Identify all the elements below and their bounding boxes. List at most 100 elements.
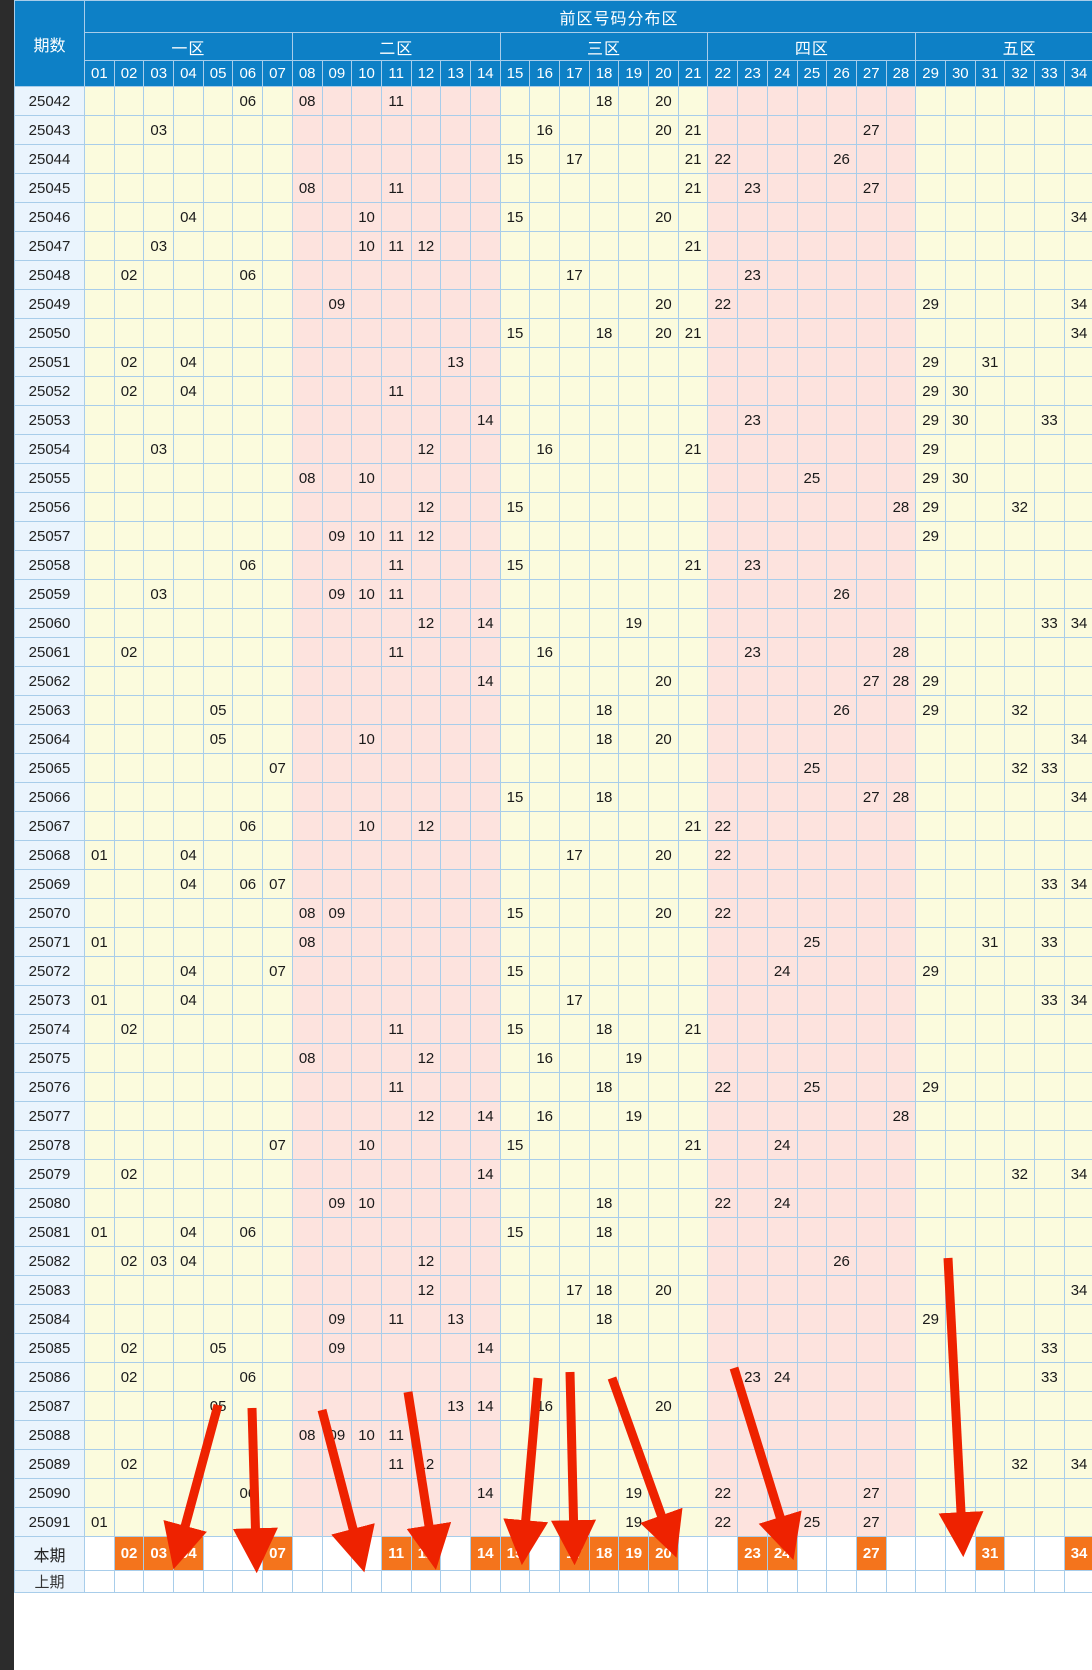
period-label[interactable]: 25075 (14, 1043, 85, 1073)
period-label[interactable]: 25081 (14, 1217, 85, 1247)
period-label[interactable]: 25056 (14, 492, 85, 522)
period-label[interactable]: 25051 (14, 347, 85, 377)
period-label[interactable]: 25087 (14, 1391, 85, 1421)
number-header-30[interactable]: 30 (944, 60, 976, 87)
number-header-08[interactable]: 08 (291, 60, 323, 87)
cell-25046-24 (766, 202, 798, 232)
cell-25056-29: 29 (915, 492, 946, 522)
number-header-13[interactable]: 13 (440, 60, 471, 87)
number-header-29[interactable]: 29 (915, 60, 946, 87)
period-label[interactable]: 25065 (14, 753, 85, 783)
period-label[interactable]: 25069 (14, 869, 85, 899)
number-header-22[interactable]: 22 (707, 60, 739, 87)
number-header-07[interactable]: 07 (262, 60, 293, 87)
number-header-26[interactable]: 26 (826, 60, 857, 87)
period-label[interactable]: 25077 (14, 1101, 85, 1131)
number-header-16[interactable]: 16 (529, 60, 560, 87)
cell-25051-15 (499, 347, 531, 377)
cell-25072-02 (113, 956, 145, 986)
period-label[interactable]: 25090 (14, 1478, 85, 1508)
cell-25050-16 (529, 318, 560, 348)
number-header-11[interactable]: 11 (380, 60, 412, 87)
period-label[interactable]: 25079 (14, 1159, 85, 1189)
next-cell-31 (974, 1570, 1006, 1593)
period-label[interactable]: 25067 (14, 811, 85, 841)
period-label[interactable]: 25071 (14, 927, 85, 957)
period-label[interactable]: 25085 (14, 1333, 85, 1363)
period-label[interactable]: 25064 (14, 724, 85, 754)
period-label[interactable]: 25070 (14, 898, 85, 928)
number-header-34[interactable]: 34 (1063, 60, 1092, 87)
number-header-06[interactable]: 06 (232, 60, 264, 87)
period-label[interactable]: 25080 (14, 1188, 85, 1218)
period-label[interactable]: 25089 (14, 1449, 85, 1479)
period-label[interactable]: 25074 (14, 1014, 85, 1044)
period-label[interactable]: 25049 (14, 289, 85, 319)
period-label[interactable]: 25050 (14, 318, 85, 348)
number-header-05[interactable]: 05 (202, 60, 234, 87)
period-label[interactable]: 25088 (14, 1420, 85, 1450)
period-label[interactable]: 25091 (14, 1507, 85, 1537)
period-label[interactable]: 25054 (14, 434, 85, 464)
number-header-32[interactable]: 32 (1004, 60, 1035, 87)
number-header-20[interactable]: 20 (648, 60, 679, 87)
period-label[interactable]: 25057 (14, 521, 85, 551)
period-label[interactable]: 25082 (14, 1246, 85, 1276)
cell-25087-01 (84, 1391, 115, 1421)
number-header-10[interactable]: 10 (351, 60, 382, 87)
number-header-12[interactable]: 12 (410, 60, 442, 87)
number-header-24[interactable]: 24 (766, 60, 798, 87)
period-label[interactable]: 25048 (14, 260, 85, 290)
period-label[interactable]: 25076 (14, 1072, 85, 1102)
period-label[interactable]: 25073 (14, 985, 85, 1015)
number-header-27[interactable]: 27 (855, 60, 887, 87)
number-header-03[interactable]: 03 (143, 60, 175, 87)
period-label[interactable]: 25066 (14, 782, 85, 812)
number-header-23[interactable]: 23 (737, 60, 768, 87)
number-header-21[interactable]: 21 (677, 60, 709, 87)
period-label[interactable]: 25083 (14, 1275, 85, 1305)
number-header-14[interactable]: 14 (469, 60, 501, 87)
period-label[interactable]: 25062 (14, 666, 85, 696)
cell-25091-23 (737, 1507, 768, 1537)
number-header-09[interactable]: 09 (321, 60, 353, 87)
number-header-17[interactable]: 17 (559, 60, 590, 87)
period-label[interactable]: 25052 (14, 376, 85, 406)
next-cell-16 (529, 1570, 560, 1593)
number-header-18[interactable]: 18 (588, 60, 620, 87)
period-label[interactable]: 25072 (14, 956, 85, 986)
number-header-02[interactable]: 02 (113, 60, 145, 87)
number-header-19[interactable]: 19 (618, 60, 650, 87)
number-header-25[interactable]: 25 (796, 60, 828, 87)
period-label[interactable]: 25044 (14, 144, 85, 174)
distribution-table-scroll-area[interactable]: 期数 前区号码分布区 一区 二区 三区 四区 五区 01 02 03 04 05 06 07 08 09… (14, 0, 1092, 1670)
cell-25065-28 (885, 753, 917, 783)
number-header-15[interactable]: 15 (499, 60, 531, 87)
period-label[interactable]: 25055 (14, 463, 85, 493)
number-header-33[interactable]: 33 (1034, 60, 1065, 87)
period-label[interactable]: 25046 (14, 202, 85, 232)
period-label[interactable]: 25058 (14, 550, 85, 580)
period-label[interactable]: 25042 (14, 86, 85, 116)
period-label[interactable]: 25047 (14, 231, 85, 261)
number-header-01[interactable]: 01 (84, 60, 115, 87)
number-header-28[interactable]: 28 (885, 60, 917, 87)
cell-25076-24 (766, 1072, 798, 1102)
number-header-31[interactable]: 31 (974, 60, 1006, 87)
period-label[interactable]: 25063 (14, 695, 85, 725)
period-label[interactable]: 25084 (14, 1304, 85, 1334)
number-header-04[interactable]: 04 (173, 60, 204, 87)
cell-25050-13 (440, 318, 471, 348)
period-label[interactable]: 25068 (14, 840, 85, 870)
period-label[interactable]: 25043 (14, 115, 85, 145)
cell-25073-11 (380, 985, 412, 1015)
period-label[interactable]: 25059 (14, 579, 85, 609)
period-label[interactable]: 25061 (14, 637, 85, 667)
period-label[interactable]: 25086 (14, 1362, 85, 1392)
cell-25061-21 (677, 637, 709, 667)
period-label[interactable]: 25053 (14, 405, 85, 435)
period-label[interactable]: 25045 (14, 173, 85, 203)
period-label[interactable]: 25060 (14, 608, 85, 638)
period-label[interactable]: 25078 (14, 1130, 85, 1160)
cell-25070-09: 09 (321, 898, 353, 928)
